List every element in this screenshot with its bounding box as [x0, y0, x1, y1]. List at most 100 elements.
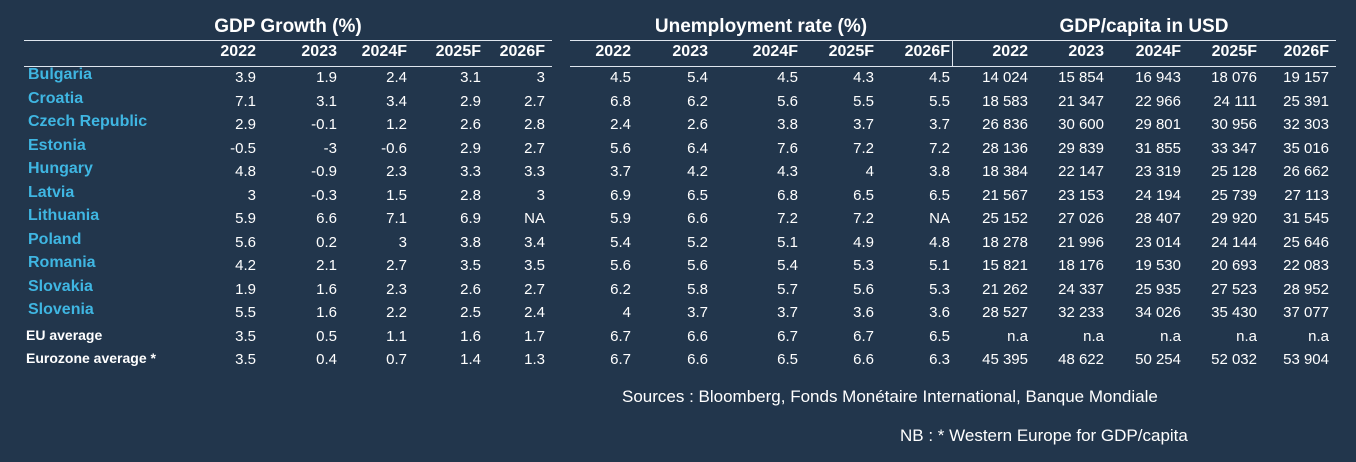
year-header-unemployment-2026F: 2026F [904, 43, 950, 60]
cell-gdp_capita-2026F: 25 391 [1283, 92, 1329, 110]
cell-unemployment-2024F: 5.1 [777, 233, 798, 251]
cell-gdp_growth-2025F: 2.5 [460, 304, 481, 321]
country-label: Hungary [28, 160, 93, 177]
cell-gdp_capita-2026F: n.a [1308, 327, 1329, 345]
cell-unemployment-2022: 5.6 [610, 257, 631, 274]
cell-gdp_growth-2024F: 7.1 [386, 210, 407, 227]
cell-gdp_capita-2026F: 27 113 [1284, 186, 1329, 204]
year-header-gdp_growth-2024F: 2024F [361, 43, 407, 60]
cell-unemployment-2022: 4.5 [610, 69, 631, 86]
country-label: Estonia [28, 136, 86, 154]
group-title-unemployment: Unemployment rate (%) [654, 16, 868, 37]
cell-gdp_growth-2025F: 2.6 [460, 116, 481, 133]
cell-gdp_capita-2023: 29 839 [1058, 139, 1104, 157]
sources-note: Sources : Bloomberg, Fonds Monétaire Int… [622, 387, 1158, 406]
cell-gdp_growth-2022: 4.8 [235, 163, 256, 180]
cell-unemployment-2026F: 3.6 [929, 304, 950, 321]
cell-gdp_growth-2022: 5.5 [235, 304, 256, 321]
country-label: EU average [26, 326, 103, 343]
country-label: Slovakia [28, 277, 93, 295]
cell-gdp_growth-2023: 2.1 [316, 257, 337, 274]
table-row: Bulgaria 3.9 1.9 2.4 3.1 3 4.5 5.4 4.5 4.3 4.5 14 0… [0, 66, 1356, 89]
cell-gdp_growth-2023: 0.5 [316, 327, 337, 345]
cell-unemployment-2024F: 7.6 [777, 139, 798, 157]
cell-gdp_capita-2023: 15 854 [1058, 69, 1104, 86]
cell-gdp_growth-2024F: 0.7 [386, 351, 407, 368]
cell-gdp_growth-2023: 6.6 [316, 210, 337, 227]
cell-gdp_growth-2026F: 2.7 [524, 280, 545, 298]
cell-gdp_growth-2022: 3.5 [235, 351, 256, 368]
cell-unemployment-2023: 5.4 [687, 69, 708, 86]
cell-gdp_capita-2023: 21 347 [1058, 92, 1104, 110]
cell-gdp_capita-2023: n.a [1083, 327, 1104, 345]
cell-gdp_capita-2023: 30 600 [1058, 116, 1104, 133]
year-header-gdp_capita-2026F: 2026F [1283, 43, 1329, 60]
cell-gdp_capita-2026F: 19 157 [1283, 69, 1329, 86]
cell-gdp_growth-2022: 2.9 [235, 116, 256, 133]
cell-gdp_growth-2022: 1.9 [235, 280, 256, 298]
cell-unemployment-2026F: 4.5 [929, 69, 950, 86]
cell-gdp_growth-2023: 3.1 [316, 92, 337, 110]
cell-gdp_growth-2025F: 3.8 [460, 233, 481, 251]
cell-gdp_capita-2023: 22 147 [1058, 163, 1104, 180]
cell-gdp_capita-2026F: 26 662 [1283, 163, 1329, 180]
cell-gdp_growth-2024F: 2.7 [386, 257, 407, 274]
cell-unemployment-2025F: 3.7 [853, 116, 874, 133]
cell-gdp_capita-2025F: 24 111 [1213, 92, 1257, 110]
cell-gdp_capita-2025F: 24 144 [1211, 233, 1257, 251]
cell-gdp_capita-2025F: n.a [1236, 327, 1257, 345]
cell-gdp_capita-2022: n.a [1007, 327, 1028, 345]
cell-unemployment-2022: 2.4 [610, 116, 631, 133]
cell-gdp_growth-2025F: 3.1 [460, 69, 481, 86]
table-row: Estonia -0.5 -3 -0.6 2.9 2.7 5.6 6.4 7.6 7.2 7.2 28… [0, 137, 1356, 160]
cell-unemployment-2023: 6.4 [687, 139, 708, 157]
year-header-gdp_capita-2024F: 2024F [1135, 43, 1181, 60]
year-header-gdp_growth-2025F: 2025F [435, 43, 481, 60]
cell-unemployment-2025F: 4.9 [853, 233, 874, 251]
cell-gdp_capita-2024F: 23 319 [1135, 163, 1181, 180]
cell-gdp_growth-2024F: 1.1 [386, 327, 407, 345]
group-title-gdp_capita: GDP/capita in USD [1059, 16, 1229, 37]
year-header-gdp_growth-2022: 2022 [220, 43, 256, 60]
cell-gdp_growth-2026F: 1.3 [524, 351, 545, 368]
cell-gdp_growth-2023: -0.1 [311, 116, 337, 133]
cell-unemployment-2026F: 5.5 [929, 92, 950, 110]
cell-unemployment-2022: 3.7 [610, 163, 631, 180]
cell-gdp_capita-2025F: 25 739 [1211, 186, 1257, 204]
country-label: Slovenia [28, 301, 94, 318]
cell-gdp_capita-2024F: 34 026 [1135, 304, 1181, 321]
cell-unemployment-2026F: 6.5 [929, 186, 950, 204]
year-header-unemployment-2022: 2022 [595, 43, 631, 60]
cell-gdp_growth-2026F: 2.7 [524, 139, 545, 157]
table-row: Czech Republic 2.9 -0.1 1.2 2.6 2.8 2.4 2.6 3.8 3… [0, 113, 1356, 136]
table-row: Slovenia 5.5 1.6 2.2 2.5 2.4 4 3.7 3.7 3.6 3.6 28 5… [0, 301, 1356, 324]
cell-gdp_capita-2023: 23 153 [1058, 186, 1104, 204]
cell-unemployment-2023: 5.2 [687, 233, 708, 251]
cell-unemployment-2026F: 6.5 [929, 327, 950, 345]
cell-gdp_growth-2022: -0.5 [230, 139, 256, 157]
nb-note: NB : * Western Europe for GDP/capita [900, 426, 1188, 445]
cell-gdp_growth-2025F: 2.9 [460, 139, 481, 157]
cell-unemployment-2026F: 3.7 [929, 116, 950, 133]
cell-gdp_capita-2024F: n.a [1160, 327, 1181, 345]
cell-gdp_capita-2022: 18 583 [982, 92, 1028, 110]
cell-gdp_capita-2023: 24 337 [1058, 280, 1104, 298]
cell-gdp_growth-2023: 0.2 [316, 233, 337, 251]
cell-unemployment-2024F: 7.2 [777, 210, 798, 227]
cell-gdp_capita-2024F: 29 801 [1135, 116, 1181, 133]
cell-unemployment-2022: 6.8 [610, 92, 631, 110]
cell-unemployment-2023: 6.6 [687, 210, 708, 227]
cell-gdp_growth-2025F: 2.9 [460, 92, 481, 110]
cell-gdp_capita-2024F: 24 194 [1135, 186, 1181, 204]
cell-unemployment-2024F: 5.6 [777, 92, 798, 110]
country-label: Czech Republic [28, 113, 148, 130]
cell-unemployment-2024F: 5.4 [777, 257, 798, 274]
cell-unemployment-2025F: 4 [865, 163, 874, 180]
table-row: Poland 5.6 0.2 3 3.8 3.4 5.4 5.2 5.1 4.9 4.8 18 278… [0, 231, 1356, 254]
country-label: Eurozone average * [26, 350, 156, 366]
year-rule-right [570, 66, 1336, 67]
table-row: Hungary 4.8 -0.9 2.3 3.3 3.3 3.7 4.2 4.3 4 3.8 18 3… [0, 160, 1356, 183]
cell-unemployment-2023: 6.5 [687, 186, 708, 204]
cell-unemployment-2022: 5.6 [610, 139, 631, 157]
cell-gdp_growth-2026F: 1.7 [524, 327, 545, 345]
